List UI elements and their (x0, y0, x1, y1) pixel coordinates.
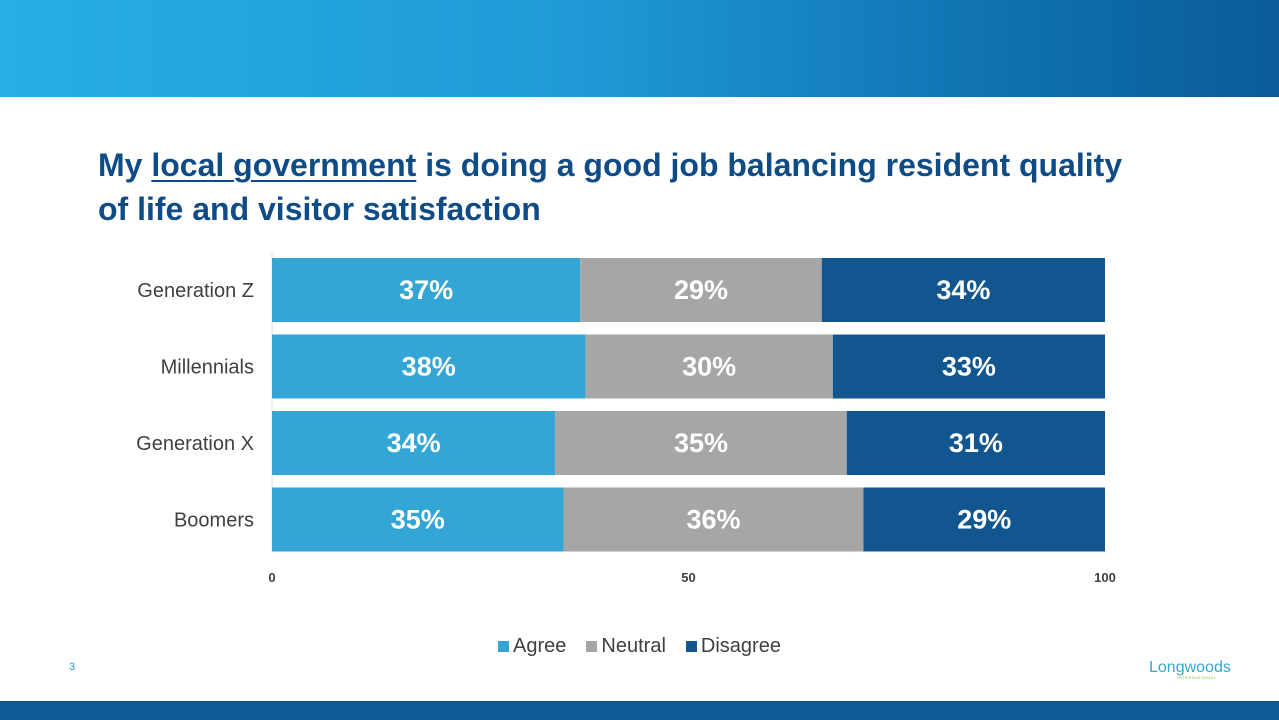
bar-neutral-3 (563, 487, 864, 552)
category-label-0: Generation Z (137, 280, 254, 302)
bar-disagree-0 (821, 258, 1105, 322)
data-label-agree-2: 34% (387, 428, 441, 458)
category-label-1: Millennials (161, 357, 254, 379)
bar-neutral-1 (585, 334, 833, 399)
category-label-3: Boomers (174, 510, 254, 532)
data-label-neutral-2: 35% (674, 428, 728, 458)
x-tick-label-2: 100 (1094, 570, 1116, 585)
bar-agree-3 (272, 487, 564, 552)
title-underlined: local government (151, 147, 417, 183)
x-tick-label-0: 0 (268, 570, 275, 585)
legend-label-neutral: Neutral (601, 635, 666, 657)
logo-wordmark: Longwoods (1149, 659, 1231, 676)
data-label-neutral-1: 30% (682, 352, 736, 382)
bar-agree-2 (272, 411, 556, 475)
data-label-disagree-2: 31% (949, 428, 1003, 458)
legend-swatch-disagree (685, 641, 697, 652)
slide-title: My local government is doing a good job … (98, 143, 1138, 231)
legend-item-disagree: Disagree (685, 635, 781, 658)
chart-legend: Agree Neutral Disagree (0, 635, 1279, 658)
legend-item-neutral: Neutral (586, 635, 666, 658)
bar-agree-1 (272, 334, 586, 399)
page-number: 3 (69, 661, 76, 673)
title-suffix: is doing a good job balancing resident q… (98, 147, 1123, 227)
footer-bar (0, 701, 1279, 720)
legend-item-agree: Agree (498, 635, 566, 658)
legend-label-disagree: Disagree (700, 635, 781, 657)
legend-label-agree: Agree (513, 635, 567, 657)
legend-swatch-neutral (586, 641, 598, 652)
header-banner (0, 0, 1279, 97)
bar-disagree-3 (863, 487, 1105, 552)
category-label-2: Generation X (136, 433, 254, 455)
legend-swatch-agree (498, 641, 510, 652)
logo-subtext: INTERNATIONAL (1177, 675, 1217, 680)
data-label-disagree-3: 29% (957, 505, 1011, 535)
data-label-neutral-3: 36% (686, 505, 740, 535)
x-tick-label-1: 50 (681, 570, 695, 585)
stacked-bar-chart: 37% 29% 34% Generation Z 38% 30% 33% Millennial… (136, 253, 1116, 585)
data-label-disagree-0: 34% (936, 275, 990, 305)
data-label-disagree-1: 33% (942, 352, 996, 382)
bar-disagree-1 (832, 334, 1105, 399)
data-label-agree-3: 35% (391, 505, 445, 535)
bar-agree-0 (272, 258, 581, 322)
bar-neutral-2 (555, 411, 847, 475)
data-label-agree-1: 38% (402, 352, 456, 382)
bar-disagree-2 (846, 411, 1105, 475)
bar-neutral-0 (580, 258, 822, 322)
data-label-agree-0: 37% (399, 275, 453, 305)
title-prefix: My (98, 147, 152, 183)
longwoods-logo: Longwoods INTERNATIONAL (1149, 659, 1231, 680)
data-label-neutral-0: 29% (674, 275, 728, 305)
